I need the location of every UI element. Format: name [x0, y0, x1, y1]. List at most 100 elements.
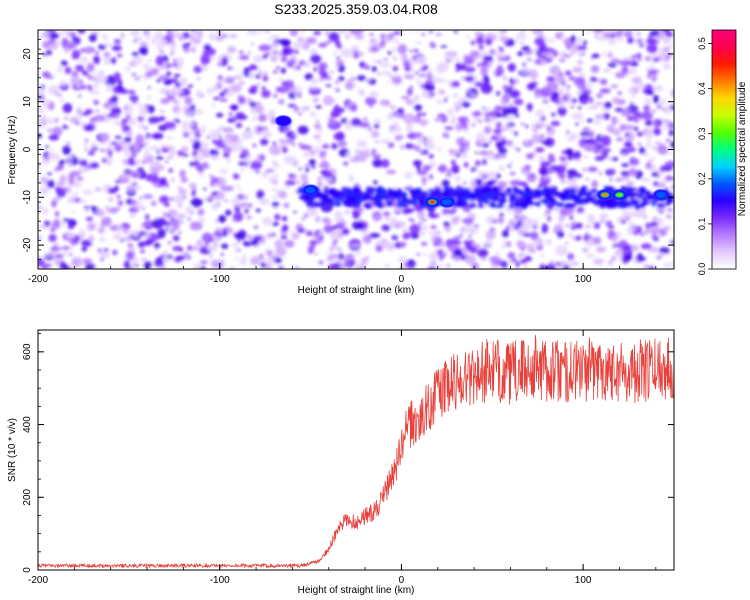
heatmap-speckle	[532, 239, 540, 247]
heatmap-speckle	[547, 125, 551, 131]
heatmap-speckle	[189, 182, 197, 190]
heatmap-speckle	[516, 240, 525, 246]
heatmap-speckle	[175, 84, 180, 88]
heatmap-speckle	[139, 41, 149, 47]
heatmap-speckle	[127, 89, 136, 95]
heatmap-speckle	[617, 36, 624, 42]
heatmap-speckle	[41, 158, 50, 165]
heatmap-speckle	[383, 58, 388, 61]
heatmap-speckle	[39, 186, 50, 195]
heatmap-speckle	[585, 232, 589, 236]
heatmap-speckle	[280, 67, 286, 74]
heatmap-speckle	[345, 151, 351, 159]
heatmap-speckle	[645, 38, 656, 44]
heatmap-speckle	[95, 221, 98, 225]
heatmap-speckle	[354, 34, 365, 40]
heatmap-speckle	[439, 101, 445, 105]
colorbar-tick-label: 0.3	[697, 127, 707, 140]
heatmap-speckle	[532, 225, 538, 229]
heatmap-speckle	[210, 154, 219, 161]
heatmap-speckle	[148, 145, 160, 151]
heatmap-speckle	[646, 43, 658, 54]
heatmap-speckle	[370, 38, 377, 44]
heatmap-speckle	[480, 83, 493, 94]
heatmap-speckle	[410, 232, 420, 239]
heatmap-speckle	[494, 105, 504, 112]
heatmap-speckle	[54, 117, 59, 123]
heatmap-speckle	[564, 223, 570, 227]
heatmap-speckle	[658, 247, 670, 254]
heatmap-speckle	[242, 130, 253, 138]
heatmap-speckle	[90, 142, 99, 147]
heatmap-speckle	[184, 96, 193, 105]
heatmap-speckle	[393, 73, 400, 78]
heatmap-speckle	[256, 189, 265, 200]
heatmap-speckle	[538, 53, 543, 59]
heatmap-band-speckle	[330, 197, 335, 203]
heatmap-speckle	[408, 31, 412, 34]
heatmap-speckle	[571, 112, 584, 120]
heatmap-speckle	[38, 144, 43, 151]
heatmap-speckle	[420, 241, 428, 246]
heatmap-speckle	[328, 117, 335, 122]
heatmap-speckle	[577, 45, 587, 51]
snr-x-label: Height of straight line (km)	[298, 585, 415, 596]
heatmap-speckle	[348, 174, 354, 183]
heatmap-speckle	[95, 208, 105, 217]
heatmap-speckle	[562, 261, 566, 265]
heatmap-speckle	[77, 157, 83, 160]
heatmap-speckle	[67, 224, 74, 230]
heatmap-speckle	[193, 108, 204, 115]
heatmap-speckle	[495, 111, 502, 118]
heatmap-speckle	[121, 171, 129, 180]
heatmap-band-speckle	[638, 192, 644, 196]
heatmap-speckle	[131, 142, 140, 152]
heatmap-speckle	[302, 106, 311, 111]
heatmap-speckle	[157, 217, 166, 226]
heatmap-speckle	[401, 96, 409, 100]
heatmap-speckle	[179, 38, 183, 41]
heatmap-speckle	[59, 80, 68, 87]
heatmap-speckle	[405, 143, 412, 148]
heatmap-speckle	[151, 132, 164, 140]
heatmap-speckle	[322, 95, 334, 106]
heatmap-speckle	[58, 263, 68, 269]
heatmap-speckle	[38, 95, 46, 100]
heatmap-speckle	[262, 75, 269, 82]
heatmap-speckle	[481, 107, 486, 110]
heatmap-speckle	[392, 55, 397, 60]
heatmap-speckle	[446, 264, 451, 268]
heatmap-speckle	[61, 37, 69, 49]
heatmap-speckle	[459, 233, 463, 238]
heatmap-speckle	[431, 76, 441, 84]
heatmap-speckle	[219, 260, 225, 263]
heatmap-speckle	[670, 89, 674, 98]
heatmap-speckle	[539, 137, 546, 141]
heatmap-speckle	[44, 145, 49, 149]
heatmap-speckle	[631, 244, 639, 252]
heatmap-speckle	[539, 175, 551, 185]
heatmap-band-speckle	[456, 185, 461, 192]
heatmap-speckle	[562, 54, 571, 58]
heatmap-speckle	[86, 63, 95, 72]
heatmap-speckle	[587, 166, 598, 173]
heatmap-speckle	[471, 123, 476, 127]
heatmap-speckle	[214, 182, 219, 186]
heatmap-speckle	[505, 145, 511, 148]
heatmap-speckle	[77, 114, 83, 120]
heatmap-speckle	[578, 53, 584, 57]
heatmap-speckle	[608, 36, 617, 46]
heatmap-speckle	[291, 142, 296, 147]
heatmap-speckle	[202, 50, 208, 54]
heatmap-speckle	[619, 123, 627, 131]
heatmap-speckle	[198, 217, 206, 224]
heatmap-speckle	[527, 243, 534, 254]
heatmap-speckle	[266, 38, 271, 42]
heatmap-speckle	[554, 74, 566, 84]
heatmap-speckle	[646, 56, 650, 61]
heatmap-speckle	[411, 94, 421, 103]
heatmap-speckle	[198, 266, 206, 269]
heatmap-speckle	[42, 41, 52, 49]
heatmap-speckle	[48, 234, 57, 242]
